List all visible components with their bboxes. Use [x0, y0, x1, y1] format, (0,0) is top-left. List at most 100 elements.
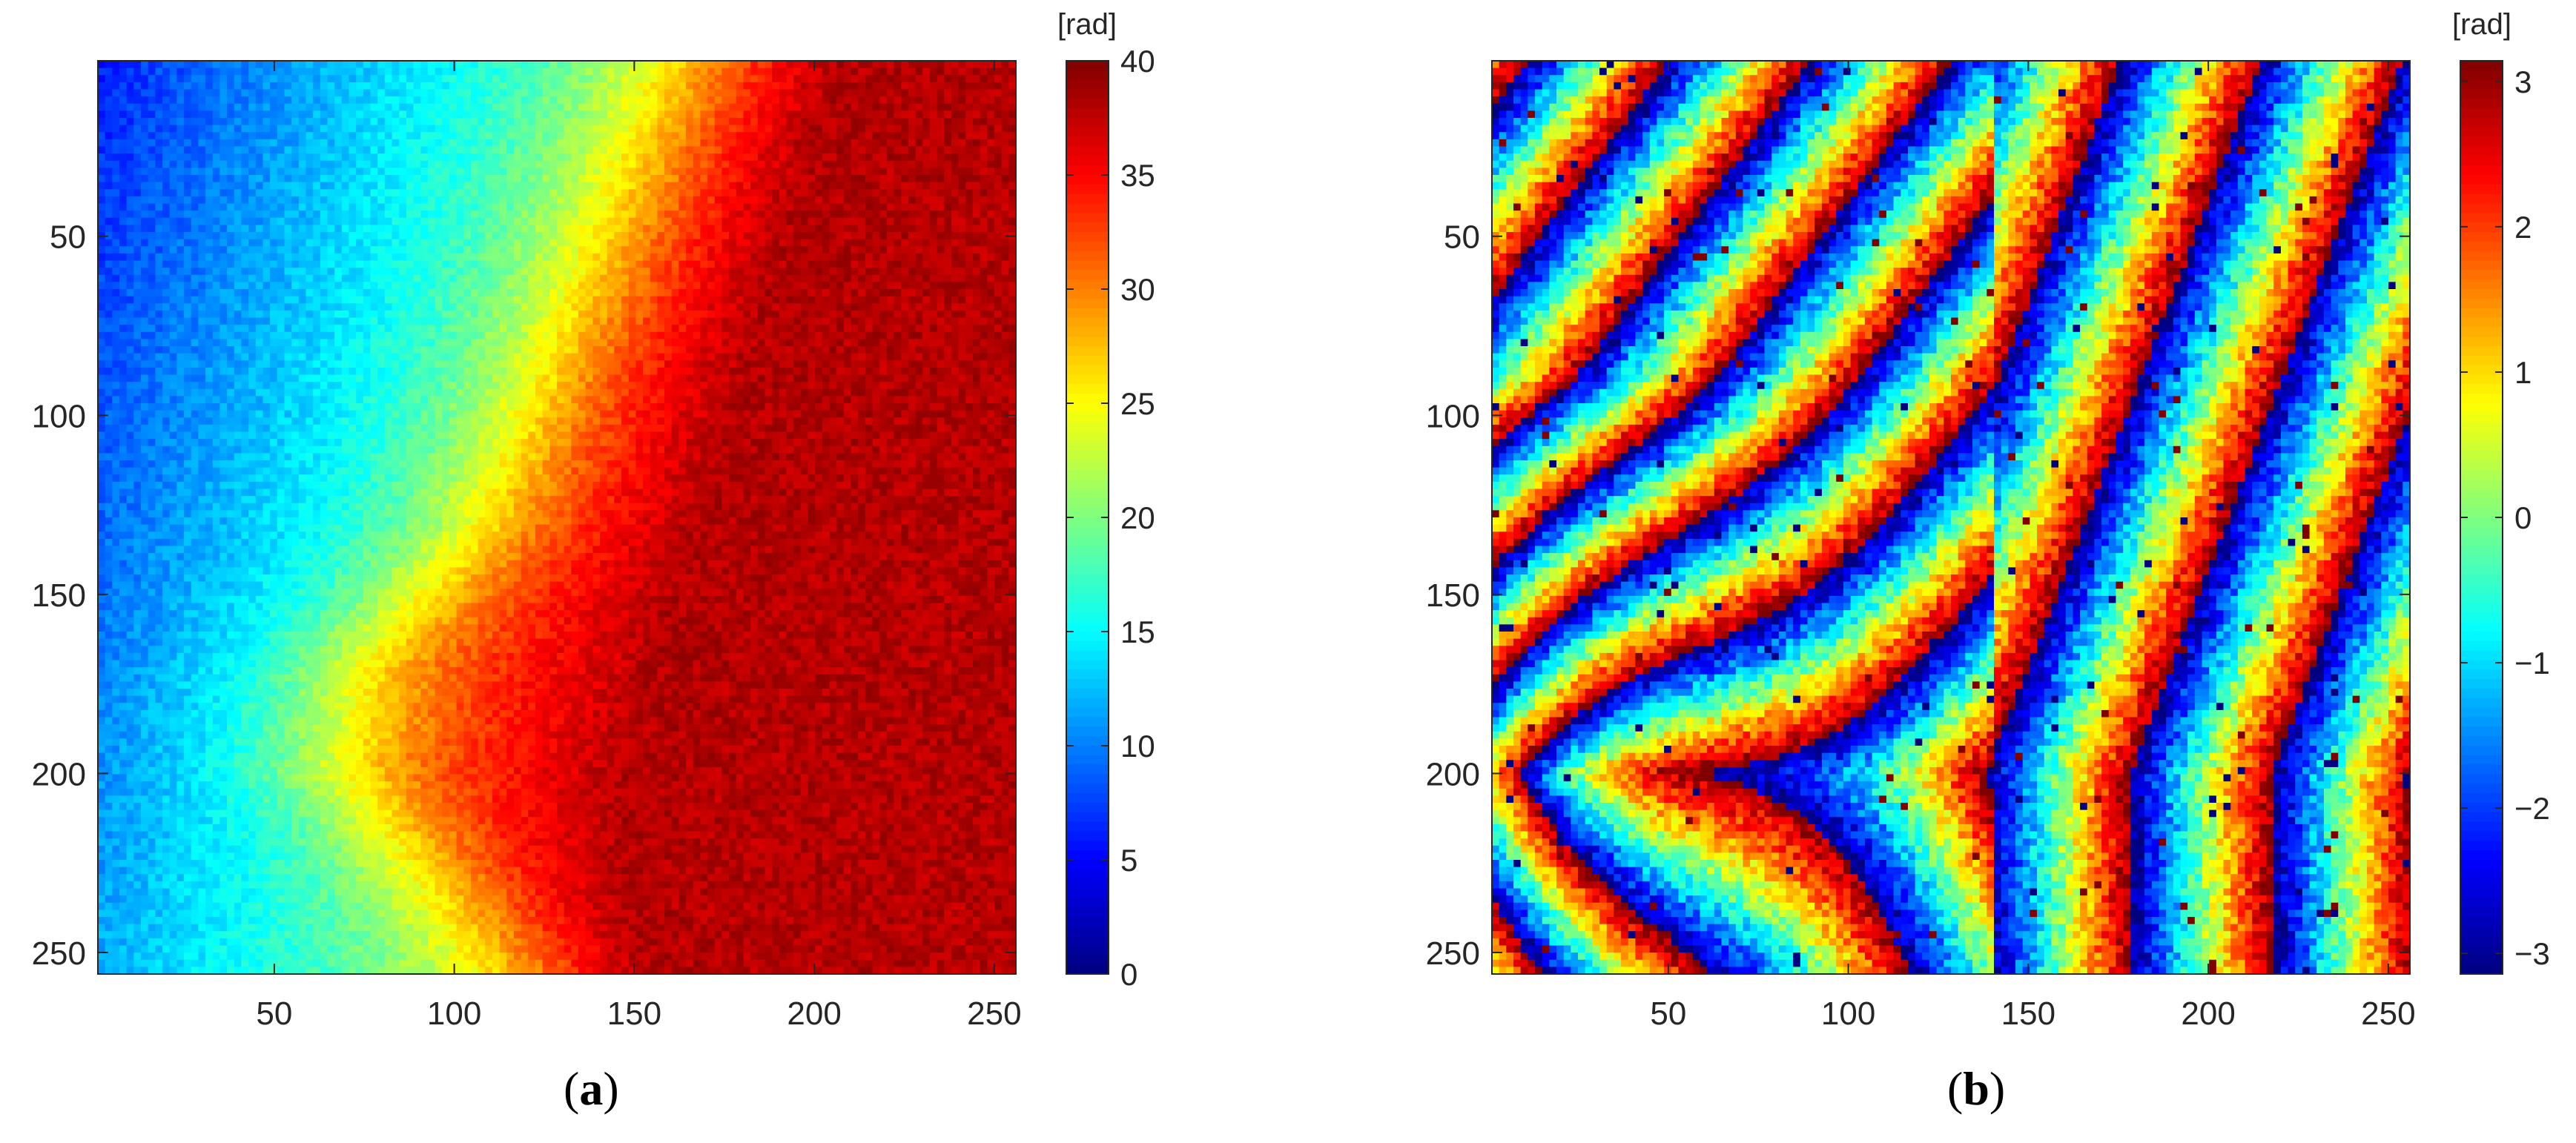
heatmap-cell	[585, 282, 593, 290]
heatmap-cell	[162, 132, 171, 140]
heatmap-cell	[528, 325, 536, 333]
heatmap-cell	[112, 61, 120, 69]
heatmap-cell	[133, 296, 142, 304]
heatmap-cell	[492, 317, 501, 325]
heatmap-cell	[564, 89, 572, 97]
heatmap-cell	[219, 110, 228, 119]
heatmap-cell	[951, 325, 960, 333]
heatmap-cell	[987, 175, 995, 183]
heatmap-cell	[442, 274, 450, 282]
heatmap-cell	[377, 310, 386, 319]
heatmap-cell	[965, 260, 974, 268]
heatmap-cell	[298, 303, 307, 311]
heatmap-cell	[155, 232, 163, 240]
heatmap-cell	[564, 211, 572, 219]
heatmap-cell	[399, 303, 407, 311]
heatmap-cell	[499, 139, 507, 148]
heatmap-cell	[872, 303, 880, 311]
heatmap-cell	[456, 153, 464, 162]
heatmap-cell	[306, 103, 314, 111]
heatmap-cell	[571, 225, 579, 233]
heatmap-cell	[105, 96, 113, 105]
heatmap-cell	[836, 182, 845, 190]
heatmap-cell	[901, 118, 909, 126]
heatmap-cell	[607, 325, 615, 333]
heatmap-cell	[384, 146, 393, 154]
heatmap-cell	[822, 110, 830, 119]
heatmap-cell	[399, 232, 407, 240]
heatmap-cell	[1001, 246, 1009, 254]
heatmap-cell	[965, 125, 974, 133]
heatmap-cell	[413, 239, 421, 247]
heatmap-cell	[542, 303, 550, 311]
heatmap-cell	[607, 331, 615, 339]
heatmap-cell	[635, 303, 644, 311]
heatmap-cell	[643, 232, 651, 240]
heatmap-cell	[521, 67, 529, 76]
heatmap-cell	[1001, 274, 1009, 282]
heatmap-cell	[858, 61, 866, 69]
heatmap-cell	[528, 211, 536, 219]
heatmap-cell	[427, 61, 436, 69]
heatmap-cell	[248, 239, 257, 247]
heatmap-cell	[908, 160, 917, 168]
heatmap-cell	[169, 132, 177, 140]
heatmap-cell	[176, 274, 185, 282]
heatmap-cell	[420, 289, 429, 297]
heatmap-cell	[270, 175, 278, 183]
heatmap-cell	[757, 139, 766, 148]
heatmap-cell	[191, 296, 199, 304]
heatmap-cell	[262, 110, 271, 119]
heatmap-cell	[435, 253, 443, 262]
heatmap-cell	[463, 96, 472, 105]
heatmap-cell	[341, 146, 350, 154]
heatmap-cell	[176, 232, 185, 240]
heatmap-cell	[851, 61, 859, 69]
heatmap-cell	[284, 168, 292, 176]
heatmap-cell	[291, 225, 300, 233]
heatmap-cell	[872, 325, 880, 333]
heatmap-cell	[356, 253, 364, 262]
heatmap-cell	[901, 125, 909, 133]
heatmap-cell	[392, 246, 400, 254]
heatmap-cell	[485, 110, 493, 119]
heatmap-cell	[133, 67, 142, 76]
heatmap-cell	[427, 125, 436, 133]
heatmap-cell	[277, 168, 285, 176]
heatmap-cell	[241, 182, 249, 190]
heatmap-cell	[126, 260, 134, 268]
heatmap-cell	[241, 175, 249, 183]
heatmap-cell	[643, 225, 651, 233]
heatmap-cell	[635, 110, 644, 119]
heatmap-cell	[98, 96, 106, 105]
heatmap-cell	[958, 239, 966, 247]
heatmap-cell	[908, 132, 917, 140]
heatmap-cell	[571, 160, 579, 168]
heatmap-cell	[958, 225, 966, 233]
heatmap-cell	[463, 232, 472, 240]
heatmap-cell	[133, 146, 142, 154]
heatmap-cell	[363, 89, 371, 97]
heatmap-cell	[578, 268, 587, 276]
heatmap-cell	[377, 132, 386, 140]
heatmap-cell	[600, 96, 608, 105]
heatmap-cell	[585, 96, 593, 105]
heatmap-cell	[564, 274, 572, 282]
heatmap-cell	[908, 289, 917, 297]
heatmap-cell	[427, 289, 436, 297]
heatmap-cell	[858, 110, 866, 119]
heatmap-cell	[320, 103, 328, 111]
heatmap-cell	[435, 125, 443, 133]
heatmap-cell	[456, 139, 464, 148]
heatmap-cell	[686, 125, 694, 133]
heatmap-cell	[270, 139, 278, 148]
heatmap-cell	[894, 182, 902, 190]
heatmap-cell	[248, 67, 257, 76]
heatmap-cell	[277, 82, 285, 90]
heatmap-cell	[456, 75, 464, 83]
heatmap-cell	[987, 303, 995, 311]
heatmap-cell	[628, 217, 636, 225]
heatmap-cell	[614, 67, 622, 76]
heatmap-cell	[313, 331, 321, 339]
heatmap-cell	[349, 146, 357, 154]
